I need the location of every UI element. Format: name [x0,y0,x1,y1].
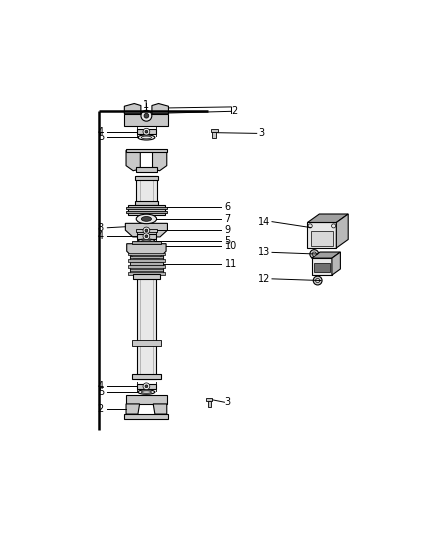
Ellipse shape [141,240,152,243]
Bar [124,114,169,126]
Ellipse shape [138,239,155,244]
Bar [137,384,156,389]
Text: 8: 8 [98,223,104,233]
Polygon shape [336,214,348,248]
Text: 11: 11 [224,259,237,269]
Bar [136,167,157,172]
Polygon shape [307,214,348,222]
Circle shape [143,383,150,390]
Text: 9: 9 [224,225,230,236]
Polygon shape [126,150,140,171]
Circle shape [145,229,148,232]
Polygon shape [127,244,166,258]
Bar [137,130,156,134]
Text: 12: 12 [258,274,270,284]
Circle shape [145,131,148,133]
Bar [212,132,216,139]
Text: 5: 5 [98,387,104,397]
Bar [128,253,165,255]
Bar [211,128,218,132]
Ellipse shape [138,390,155,394]
Text: 10: 10 [224,241,237,251]
Circle shape [145,385,148,387]
Bar [136,176,157,205]
Circle shape [143,128,150,135]
Bar [128,265,165,268]
Text: 2: 2 [231,106,237,116]
Circle shape [144,114,149,118]
Ellipse shape [138,135,155,140]
Bar [126,211,167,214]
Polygon shape [152,150,167,171]
Bar [126,395,167,404]
Polygon shape [153,404,167,414]
Circle shape [143,233,150,240]
Ellipse shape [141,391,152,393]
Bar [128,272,165,274]
Bar [208,400,211,407]
Bar [126,207,167,209]
Bar [314,263,330,272]
Bar [126,149,167,152]
Bar [128,205,165,215]
Text: 1: 1 [143,100,149,110]
Ellipse shape [141,136,152,139]
Bar [130,256,162,259]
Bar [137,275,156,379]
Polygon shape [124,103,141,114]
Bar [135,176,158,180]
Bar [307,222,336,248]
Text: 5: 5 [98,133,104,142]
Bar [135,200,158,205]
Bar [133,274,160,279]
Bar [130,269,162,271]
Bar [135,229,157,232]
Bar [130,262,162,265]
Text: 5: 5 [224,236,231,246]
Circle shape [145,235,148,238]
Circle shape [310,249,319,259]
Text: 3: 3 [224,397,230,407]
Text: 4: 4 [98,381,104,391]
Polygon shape [332,252,340,275]
Polygon shape [126,404,140,414]
Bar [128,259,165,262]
Ellipse shape [136,214,157,224]
Bar [132,241,161,244]
Bar [132,374,161,379]
Text: 4: 4 [98,231,104,241]
Text: 4: 4 [98,127,104,136]
Circle shape [141,110,152,121]
Text: 13: 13 [258,247,270,257]
Bar [206,398,212,400]
Bar [137,234,156,239]
Circle shape [143,227,150,234]
Text: 2: 2 [98,404,104,414]
Polygon shape [152,103,169,114]
Circle shape [312,252,316,256]
Circle shape [332,224,336,228]
Bar [311,258,332,275]
Text: 7: 7 [224,214,231,224]
Ellipse shape [141,216,152,221]
Circle shape [316,279,320,282]
Text: 6: 6 [224,203,230,212]
Text: 14: 14 [258,216,270,227]
Polygon shape [125,223,167,237]
Bar [311,231,333,246]
Text: 3: 3 [258,128,265,139]
Polygon shape [311,252,340,258]
Circle shape [313,276,322,285]
Circle shape [308,224,312,228]
Bar [132,340,161,345]
Bar [124,414,169,419]
